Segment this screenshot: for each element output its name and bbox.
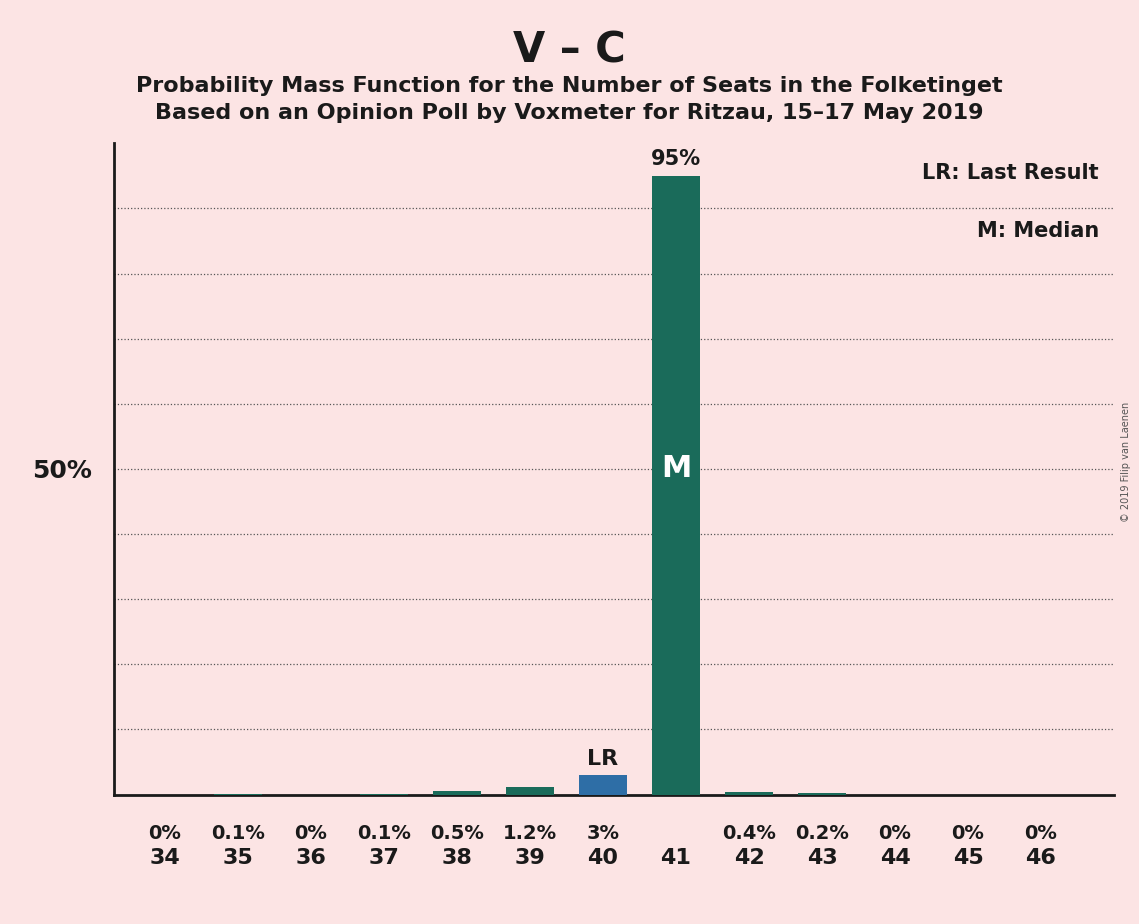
Text: © 2019 Filip van Laenen: © 2019 Filip van Laenen: [1121, 402, 1131, 522]
Text: M: Median: M: Median: [976, 222, 1099, 241]
Text: Probability Mass Function for the Number of Seats in the Folketinget: Probability Mass Function for the Number…: [137, 76, 1002, 96]
Text: 1.2%: 1.2%: [503, 824, 557, 844]
Bar: [433, 791, 481, 795]
Bar: [506, 787, 554, 795]
Text: M: M: [661, 455, 691, 483]
Text: 0%: 0%: [951, 824, 984, 844]
Text: Based on an Opinion Poll by Voxmeter for Ritzau, 15–17 May 2019: Based on an Opinion Poll by Voxmeter for…: [155, 103, 984, 124]
Text: LR: Last Result: LR: Last Result: [923, 163, 1099, 183]
Text: 0.2%: 0.2%: [795, 824, 849, 844]
Bar: [798, 794, 845, 795]
Text: 95%: 95%: [650, 150, 700, 169]
Text: V – C: V – C: [514, 30, 625, 71]
Bar: [726, 792, 772, 795]
Bar: [580, 775, 626, 795]
Text: 0.4%: 0.4%: [722, 824, 776, 844]
Text: 0%: 0%: [295, 824, 327, 844]
Text: LR: LR: [588, 748, 618, 769]
Text: 0%: 0%: [878, 824, 911, 844]
Text: 3%: 3%: [587, 824, 620, 844]
Text: 0.5%: 0.5%: [431, 824, 484, 844]
Text: 0.1%: 0.1%: [211, 824, 265, 844]
Bar: [653, 176, 699, 795]
Text: 0%: 0%: [1024, 824, 1057, 844]
Text: 0.1%: 0.1%: [357, 824, 411, 844]
Text: 0%: 0%: [148, 824, 181, 844]
